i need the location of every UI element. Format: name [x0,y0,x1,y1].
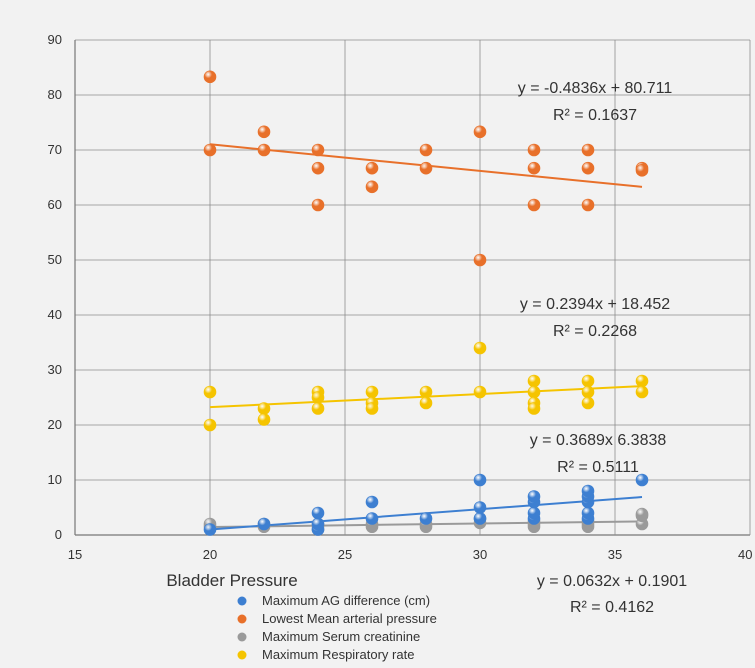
y-tick-label: 30 [48,362,62,377]
data-point [311,161,325,175]
data-point [635,473,649,487]
data-point [581,198,595,212]
data-point [311,402,325,415]
equation-label-ag: y = 0.3689x 6.3838 [530,432,667,449]
data-point [365,161,379,175]
y-tick-label: 40 [48,307,62,322]
data-point [419,396,433,410]
data-point [527,402,541,415]
equation-label-map: y = -0.4836x + 80.711 [518,80,673,97]
y-tick-label: 90 [48,32,62,47]
data-point [527,490,541,503]
equation-label-creatinine: y = 0.0632x + 0.1901 [537,573,687,590]
legend-marker-ag [237,596,247,606]
legend-label-ag: Maximum AG difference (cm) [262,593,430,608]
x-tick-label: 40 [738,547,752,562]
data-point [473,253,487,267]
data-point [311,143,325,157]
data-point [203,418,217,432]
data-point [581,506,595,520]
x-tick-label: 15 [68,547,82,562]
x-tick-label: 30 [473,547,487,562]
data-point [527,385,541,399]
r2-label-creatinine: R² = 0.4162 [570,599,654,616]
legend-label-creatinine: Maximum Serum creatinine [262,629,420,644]
data-point [257,143,271,157]
data-point [203,70,217,84]
y-tick-label: 10 [48,472,62,487]
data-point [311,391,325,404]
grid-lines [74,39,751,536]
x-tick-label: 25 [338,547,352,562]
data-point [203,143,217,157]
y-tick-label: 0 [55,527,62,542]
y-tick-label: 80 [48,87,62,102]
data-point [581,484,595,498]
data-point [365,512,379,525]
data-point [527,506,541,520]
data-point [527,198,541,212]
data-point [311,198,325,212]
y-tick-label: 20 [48,417,62,432]
data-point [473,341,487,355]
data-point [581,143,595,157]
data-point [635,164,649,177]
data-point [527,161,541,175]
data-point [203,523,217,536]
legend: Maximum AG difference (cm) Lowest Mean a… [237,593,437,662]
data-point [635,385,649,399]
equation-label-rr: y = 0.2394x + 18.452 [520,296,670,313]
data-point [365,385,379,399]
y-tick-label: 70 [48,142,62,157]
legend-marker-map [237,614,247,624]
x-axis-title: Bladder Pressure [166,571,297,590]
data-point [527,143,541,157]
data-point [419,143,433,157]
data-point [473,125,487,139]
data-point [311,506,325,520]
r2-label-map: R² = 0.1637 [553,107,637,124]
data-point [581,385,595,399]
data-point [365,180,379,194]
data-point [473,512,487,525]
data-point [257,125,271,139]
x-tick-label: 20 [203,547,217,562]
y-tick-label: 50 [48,252,62,267]
data-point [365,495,379,509]
data-point [635,507,649,521]
data-point [635,374,649,388]
tick-labels: 0 10 20 30 40 50 60 70 80 90 15 20 25 30 35 40 [48,32,753,562]
data-point [581,161,595,175]
data-point [257,517,271,531]
data-point [257,413,271,426]
legend-label-map: Lowest Mean arterial pressure [262,611,437,626]
data-point [257,402,271,415]
data-point [581,374,595,388]
r2-label-ag: R² = 0.5111 [557,459,639,476]
legend-marker-creatinine [237,632,247,642]
legend-label-rr: Maximum Respiratory rate [262,647,414,662]
legend-marker-rr [237,650,247,660]
data-point [473,473,487,487]
r2-label-rr: R² = 0.2268 [553,323,637,340]
data-point [581,396,595,410]
data-point [473,501,487,514]
data-point [419,512,433,525]
x-tick-label: 35 [608,547,622,562]
y-tick-label: 60 [48,197,62,212]
data-point [365,402,379,415]
data-point [419,385,433,399]
data-point [527,374,541,388]
data-points [203,70,649,536]
data-point [473,385,487,399]
data-point [203,385,217,399]
data-point [311,517,325,531]
data-point [419,161,433,175]
